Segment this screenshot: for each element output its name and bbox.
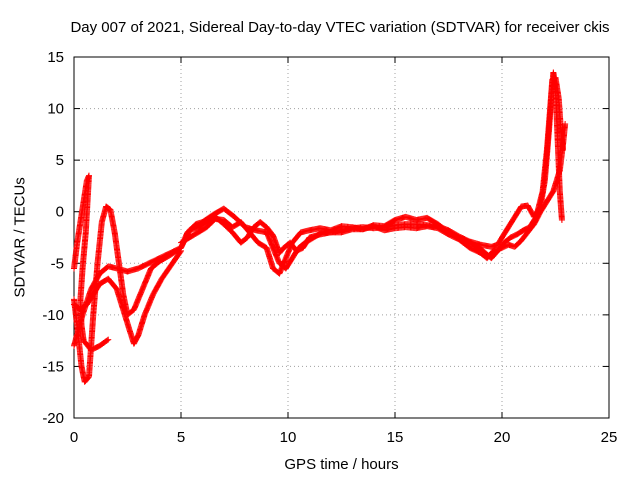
y-tick-label: -20 (42, 410, 64, 427)
x-tick-label: 10 (280, 429, 297, 446)
x-axis-label: GPS time / hours (74, 456, 609, 473)
plot-frame (74, 57, 609, 418)
y-tick-label: -5 (51, 255, 64, 272)
x-tick-label: 0 (70, 429, 78, 446)
y-tick-label: 0 (56, 204, 64, 221)
x-tick-label: 25 (601, 429, 618, 446)
x-tick-label: 20 (494, 429, 511, 446)
y-tick-label: -10 (42, 307, 64, 324)
sdtvar-chart: Day 007 of 2021, Sidereal Day-to-day VTE… (0, 0, 640, 480)
y-tick-label: -15 (42, 358, 64, 375)
x-tick-label: 5 (177, 429, 185, 446)
x-tick-label: 15 (387, 429, 404, 446)
y-tick-label: 10 (47, 101, 64, 118)
y-tick-label: 5 (56, 152, 64, 169)
y-tick-label: 15 (47, 49, 64, 66)
y-axis-label: SDTVAR / TECUs (12, 178, 29, 298)
chart-canvas: 0 5 10 15 20 25 -20 -15 -10 -5 0 5 10 15 (0, 0, 640, 480)
